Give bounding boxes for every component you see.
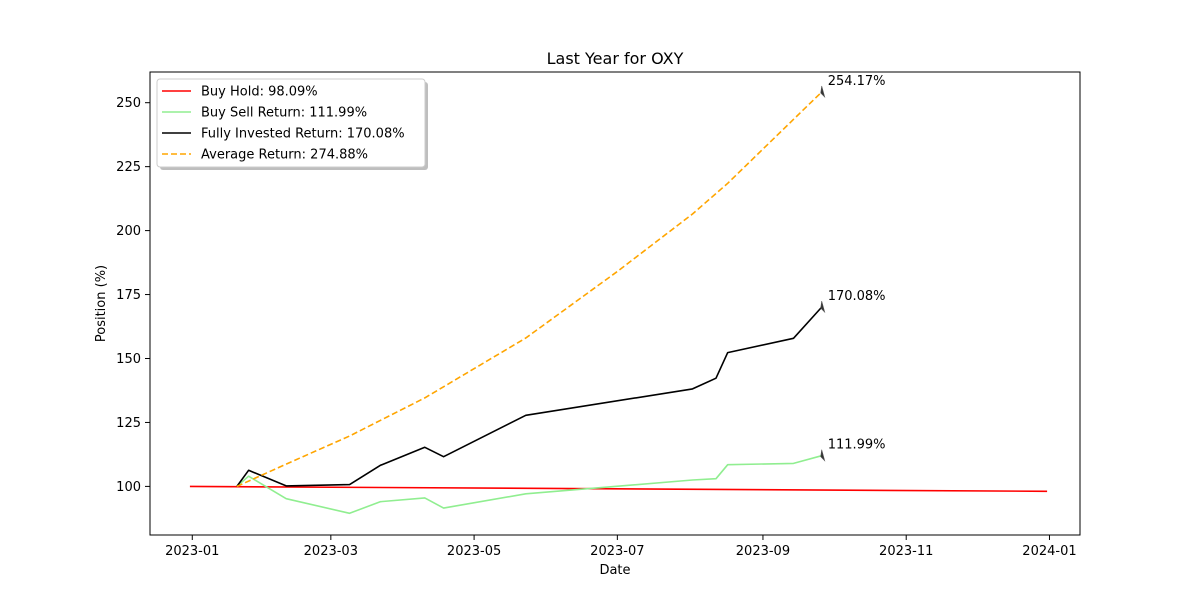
annotation-arrow-0 xyxy=(820,85,826,99)
y-tick-label: 200 xyxy=(116,224,141,239)
annotation-label-1: 170.08% xyxy=(828,289,886,304)
x-tick-label: 2023-03 xyxy=(304,544,358,559)
legend-label-3: Average Return: 274.88% xyxy=(201,148,368,163)
annotation-arrow-2 xyxy=(820,449,826,462)
series-line-0 xyxy=(189,485,1048,493)
y-tick-label: 225 xyxy=(116,160,141,175)
x-axis: 2023-01 2023-03 2023-05 2023-07 2023-09 2023-… xyxy=(165,535,1077,559)
legend-label-2: Fully Invested Return: 170.08% xyxy=(201,127,405,142)
y-tick-label: 150 xyxy=(116,352,141,367)
x-tick-label: 2023-09 xyxy=(736,544,790,559)
x-tick-label: 2023-11 xyxy=(879,544,933,559)
annotation-label-0: 254.17% xyxy=(828,74,886,89)
series-line-1 xyxy=(236,454,822,515)
chart-title: Last Year for OXY xyxy=(547,49,684,68)
series-line-2 xyxy=(236,306,823,487)
y-tick-label: 100 xyxy=(116,480,141,495)
y-tick-label: 125 xyxy=(116,416,141,431)
legend-label-1: Buy Sell Return: 111.99% xyxy=(201,106,367,121)
x-tick-label: 2024-01 xyxy=(1022,544,1076,559)
legend-label-0: Buy Hold: 98.09% xyxy=(201,85,318,100)
annotation-arrow-1 xyxy=(820,301,826,314)
y-tick-label: 175 xyxy=(116,288,141,303)
series-layer xyxy=(189,91,1048,515)
x-tick-label: 2023-05 xyxy=(447,544,501,559)
y-axis: 100 125 150 175 200 225 250 xyxy=(116,96,150,495)
annotation-label-2: 111.99% xyxy=(828,438,886,453)
x-tick-label: 2023-01 xyxy=(165,544,219,559)
annotation-layer: 254.17% 170.08% 111.99% xyxy=(820,74,886,462)
series-line-3 xyxy=(236,91,823,488)
y-axis-title: Position (%) xyxy=(94,265,109,342)
x-tick-label: 2023-07 xyxy=(590,544,644,559)
x-axis-title: Date xyxy=(599,563,630,578)
legend-box xyxy=(156,78,426,168)
legend: Buy Hold: 98.09% Buy Sell Return: 111.99%… xyxy=(156,78,428,170)
y-tick-label: 250 xyxy=(116,96,141,111)
plot-frame xyxy=(149,71,1081,536)
